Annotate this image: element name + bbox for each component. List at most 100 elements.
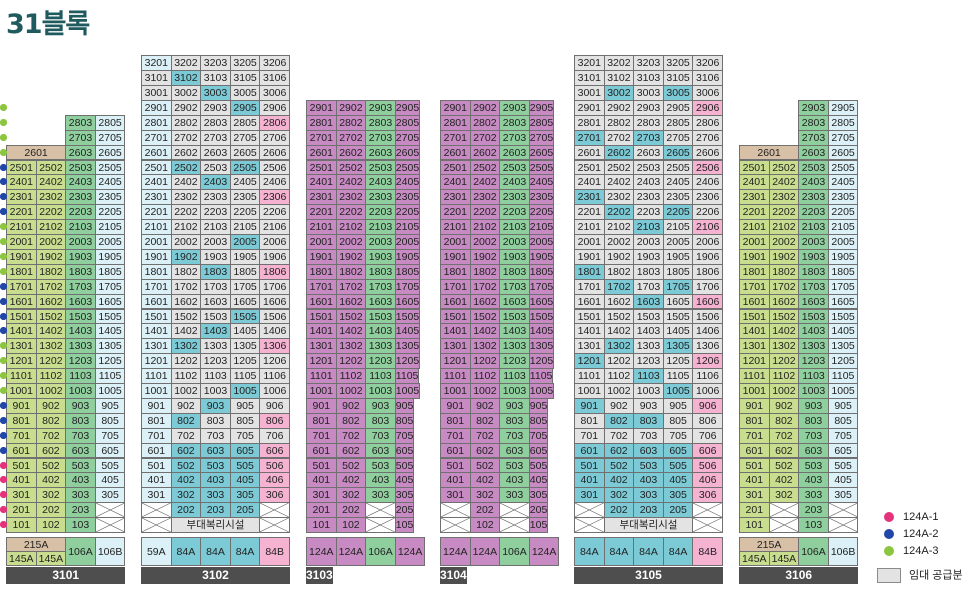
unit-cell: 2303 <box>200 189 231 206</box>
unit-cell: 1002 <box>35 383 67 399</box>
unit-cell: 902 <box>768 397 800 414</box>
unit-cell: 2001 <box>141 234 172 250</box>
unit-marker-dot-icon <box>0 506 7 514</box>
unit-cell: 501 <box>306 457 337 474</box>
unit-cell: 2903 <box>798 99 829 116</box>
unit-cell: 902 <box>35 397 67 414</box>
unit-cell: 901 <box>6 397 37 414</box>
unit-cell: 3006 <box>692 85 723 101</box>
unit-cell: 1901 <box>440 248 471 265</box>
unit-cell: 905 <box>94 397 126 414</box>
unit-cell: 705 <box>394 427 415 444</box>
unit-cell: 1503 <box>65 308 96 325</box>
unit-marker-dot-icon <box>0 103 7 111</box>
unit-cell: 506 <box>259 457 290 474</box>
unit-cell: 1602 <box>603 293 635 310</box>
unit-cell: 802 <box>335 412 367 429</box>
unit-cell: 1701 <box>574 278 605 295</box>
unit-cell: 1103 <box>65 368 96 384</box>
unit-cell: 2602 <box>170 144 202 161</box>
unit-cell: 1902 <box>35 248 67 265</box>
unit-cell: 1303 <box>633 338 664 355</box>
unit-cell: 503 <box>365 457 396 474</box>
unit-cell: 1006 <box>692 383 723 399</box>
no-unit-cell <box>94 502 126 519</box>
unit-cell: 2903 <box>633 99 664 116</box>
unit-cell: 2303 <box>633 189 664 206</box>
unit-cell: 302 <box>603 487 635 504</box>
unit-type-cell: 124A <box>469 537 501 566</box>
unit-cell: 601 <box>739 442 770 459</box>
unit-cell: 3001 <box>141 85 172 101</box>
unit-cell: 2605 <box>528 144 555 161</box>
empty-space <box>6 115 66 131</box>
unit-cell: 2501 <box>141 159 172 176</box>
unit-cell: 2102 <box>335 219 367 235</box>
unit-cell: 1105 <box>662 368 694 384</box>
unit-cell: 2805 <box>528 114 555 131</box>
legend-label: 124A-1 <box>903 511 939 523</box>
unit-cell: 2705 <box>394 129 421 146</box>
unit-cell: 1503 <box>200 308 231 325</box>
unit-cell: 1803 <box>499 263 530 280</box>
unit-cell: 2106 <box>692 219 723 235</box>
unit-cell: 605 <box>394 442 415 459</box>
unit-cell: 2601 <box>574 144 605 161</box>
unit-cell: 1002 <box>768 383 800 399</box>
unit-cell: 2405 <box>229 174 261 191</box>
unit-cell: 603 <box>499 442 530 459</box>
unit-marker-dot-icon <box>0 491 7 499</box>
unit-cell: 2103 <box>65 219 96 235</box>
unit-cell: 602 <box>335 442 367 459</box>
unit-cell: 1506 <box>259 308 290 325</box>
unit-cell: 1201 <box>739 353 770 370</box>
unit-cell: 2103 <box>365 219 396 235</box>
unit-cell: 802 <box>469 412 501 429</box>
unit-cell: 1002 <box>469 383 501 399</box>
unit-cell: 903 <box>200 397 231 414</box>
unit-cell: 2701 <box>141 129 172 146</box>
unit-cell: 2901 <box>141 99 172 116</box>
unit-type-cell: 106A <box>65 537 96 566</box>
unit-cell: 1305 <box>662 338 694 355</box>
unit-cell: 2605 <box>394 144 421 161</box>
unit-cell: 1805 <box>528 263 555 280</box>
unit-cell: 1203 <box>633 353 664 370</box>
unit-cell: 2005 <box>827 234 859 250</box>
unit-cell: 1101 <box>440 368 471 384</box>
rental-swatch-icon <box>877 568 901 583</box>
empty-space <box>739 130 799 146</box>
unit-cell: 2905 <box>528 99 555 116</box>
unit-cell: 806 <box>259 412 290 429</box>
unit-cell: 805 <box>528 412 549 429</box>
unit-cell: 101 <box>739 517 770 533</box>
unit-cell: 2501 <box>574 159 605 176</box>
unit-cell: 1403 <box>499 323 530 340</box>
unit-cell: 1102 <box>469 368 501 384</box>
unit-marker-dot-icon <box>0 416 7 424</box>
unit-cell: 1903 <box>633 248 664 265</box>
unit-marker-dot-icon <box>0 208 7 216</box>
unit-cell: 1102 <box>603 368 635 384</box>
unit-cell: 1301 <box>739 338 770 355</box>
unit-cell: 2901 <box>574 99 605 116</box>
unit-cell: 1602 <box>35 293 67 310</box>
unit-type-cell: 215A <box>739 537 800 552</box>
unit-cell: 1003 <box>633 383 664 399</box>
unit-cell: 1202 <box>35 353 67 370</box>
unit-cell: 2102 <box>170 219 202 235</box>
unit-cell: 2901 <box>306 99 337 116</box>
unit-cell: 2106 <box>259 219 290 235</box>
unit-cell: 2203 <box>633 204 664 221</box>
unit-cell: 603 <box>65 442 96 459</box>
unit-cell: 2201 <box>141 204 172 221</box>
unit-cell: 405 <box>827 472 859 489</box>
unit-cell: 1102 <box>170 368 202 384</box>
unit-cell: 1102 <box>768 368 800 384</box>
unit-cell: 701 <box>306 427 337 444</box>
unit-cell: 1403 <box>200 323 231 340</box>
unit-cell: 302 <box>170 487 202 504</box>
unit-cell: 3003 <box>633 85 664 101</box>
unit-cell: 2302 <box>170 189 202 206</box>
unit-cell: 1203 <box>200 353 231 370</box>
